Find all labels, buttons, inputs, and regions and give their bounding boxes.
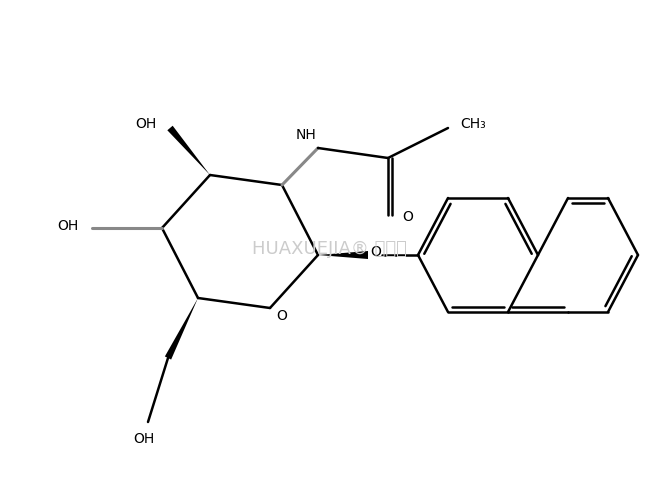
Text: NH: NH <box>295 128 316 142</box>
Text: HUAXUEJIA® 化学加: HUAXUEJIA® 化学加 <box>252 240 407 258</box>
Text: OH: OH <box>133 432 155 446</box>
Polygon shape <box>167 125 210 175</box>
Polygon shape <box>318 251 368 259</box>
Polygon shape <box>165 298 198 360</box>
Text: CH₃: CH₃ <box>460 117 486 131</box>
Text: OH: OH <box>57 219 78 233</box>
Text: OH: OH <box>134 117 156 131</box>
Text: O: O <box>370 245 382 259</box>
Text: O: O <box>277 309 287 323</box>
Text: O: O <box>402 210 413 224</box>
